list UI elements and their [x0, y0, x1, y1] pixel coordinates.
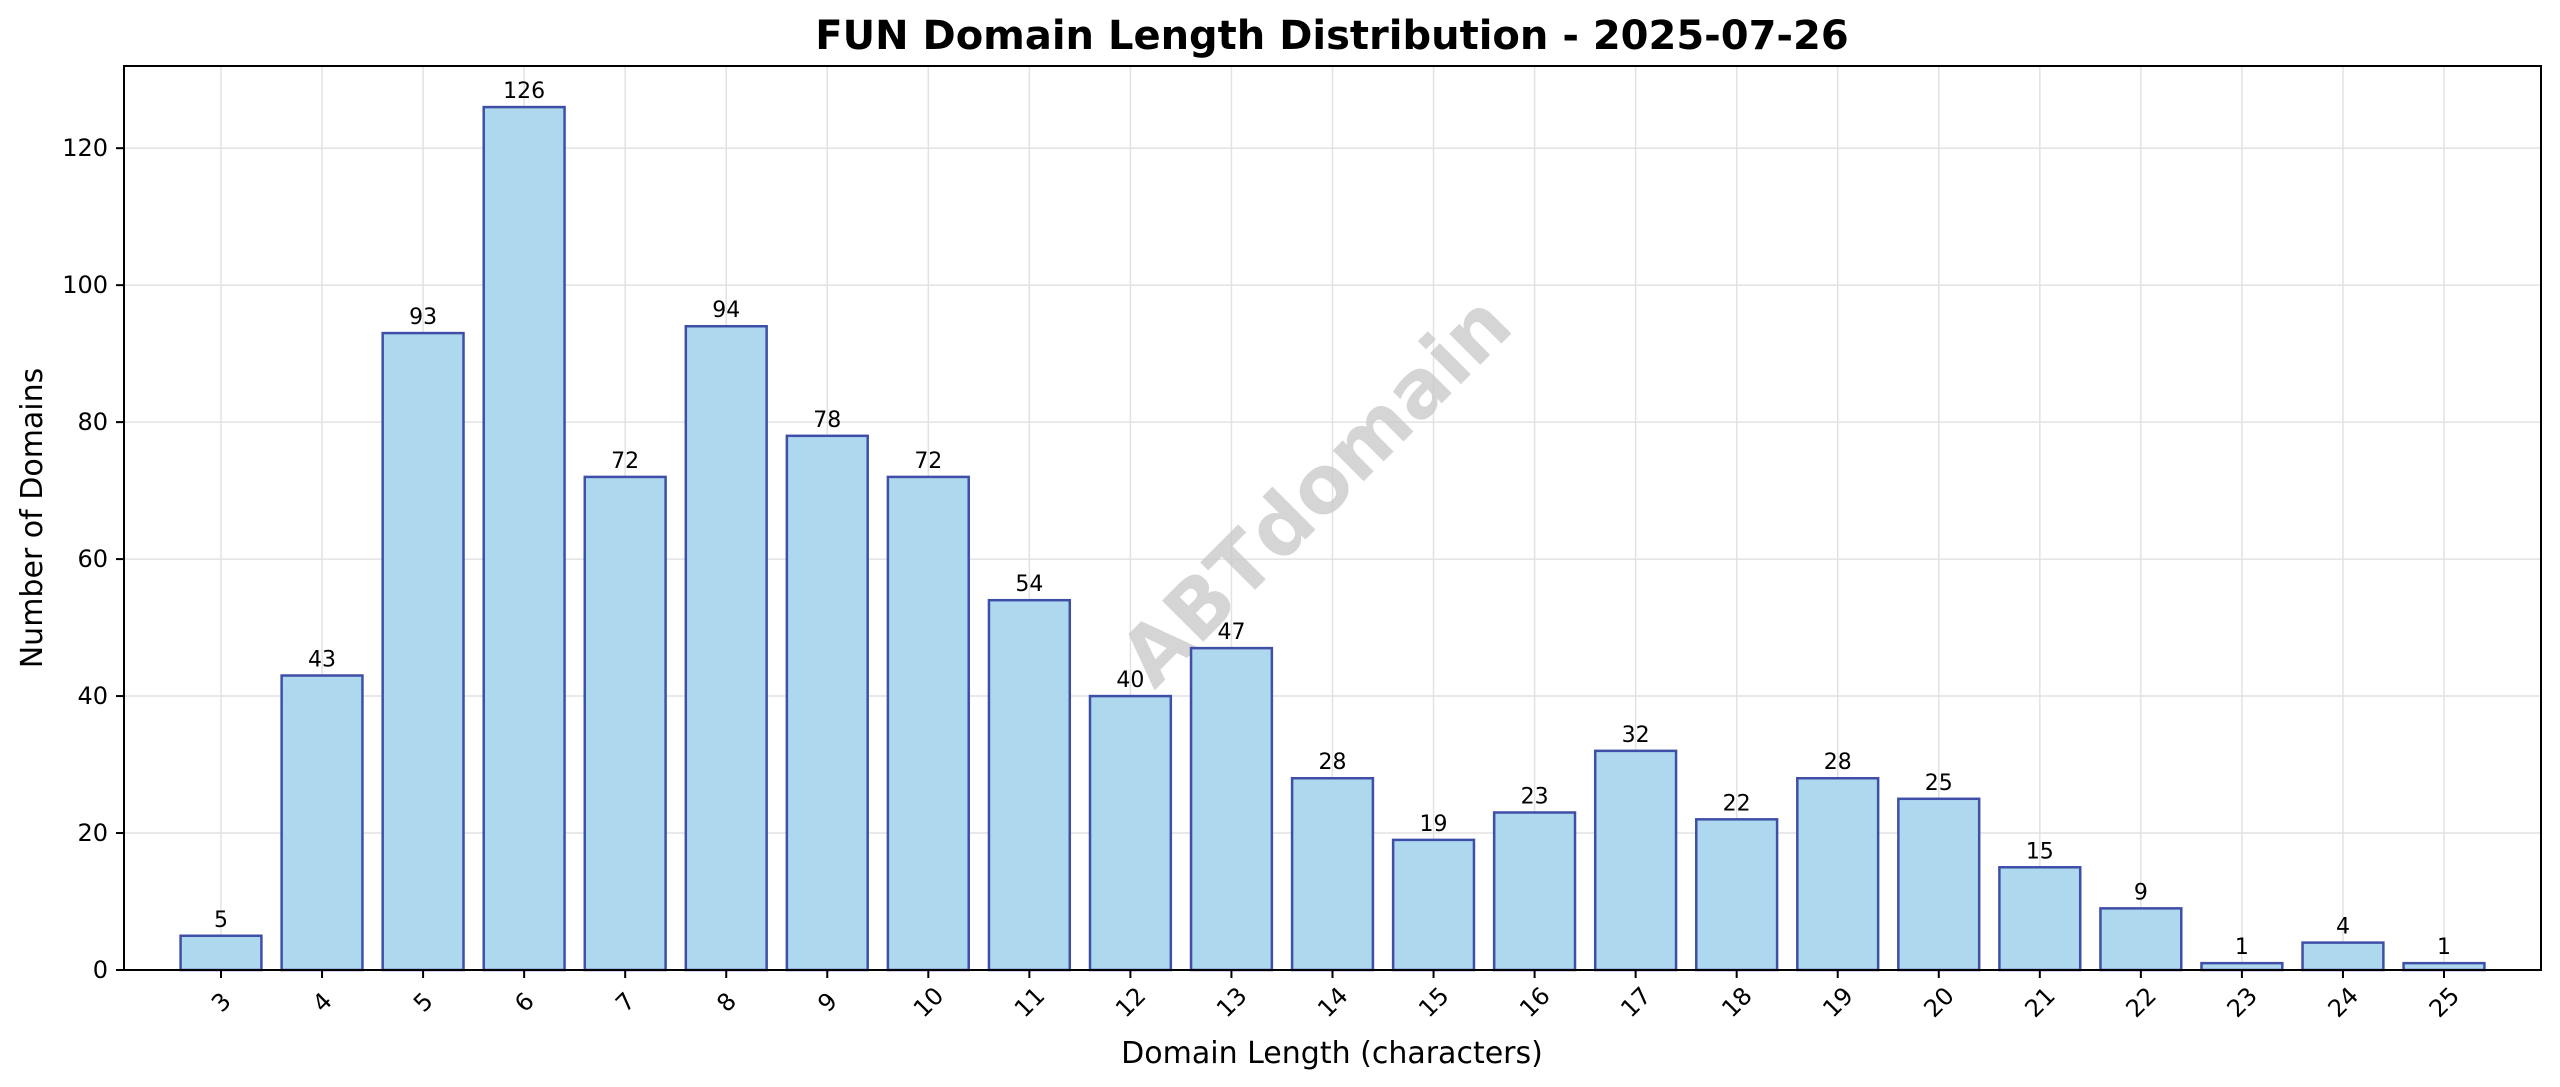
- bar-6: [482, 105, 566, 972]
- data-label-17: 32: [1622, 723, 1650, 748]
- x-axis: 3 4 5 6 7 8 9 10 11 12 13 14 15 16 17 18 19 20 21 22 23 24 25: [206, 970, 2465, 1023]
- x-tick-label: 8: [711, 987, 742, 1018]
- data-label-10: 72: [914, 449, 942, 474]
- bar-10: [886, 475, 970, 972]
- data-label-25: 1: [2437, 935, 2451, 960]
- bar-15: [1391, 838, 1476, 972]
- data-label-7: 72: [611, 449, 639, 474]
- bar-24: [2301, 941, 2385, 972]
- x-tick-label: 9: [812, 987, 843, 1018]
- x-tick-label: 7: [610, 987, 641, 1018]
- bar-19: [1796, 776, 1880, 972]
- y-tick-label: 0: [93, 956, 108, 984]
- bar-25: [2402, 961, 2486, 972]
- bars: [179, 105, 2486, 972]
- bar-20: [1897, 797, 1981, 972]
- bar-14: [1290, 776, 1375, 972]
- data-label-24: 4: [2336, 915, 2350, 940]
- data-label-18: 22: [1723, 791, 1751, 816]
- x-tick-label: 21: [2019, 982, 2060, 1023]
- bar-3: [179, 934, 263, 972]
- data-label-21: 15: [2026, 839, 2054, 864]
- bar-17: [1593, 749, 1678, 972]
- x-tick-label: 11: [1009, 982, 1050, 1023]
- y-tick-label: 20: [77, 819, 108, 847]
- data-label-23: 1: [2235, 935, 2249, 960]
- x-tick-label: 19: [1817, 982, 1858, 1023]
- data-label-22: 9: [2134, 880, 2148, 905]
- data-label-6: 126: [503, 79, 545, 104]
- data-label-9: 78: [813, 408, 841, 433]
- x-tick-label: 12: [1110, 982, 1151, 1023]
- x-tick-label: 5: [408, 987, 439, 1018]
- x-tick-label: 24: [2323, 982, 2364, 1023]
- bar-22: [2099, 907, 2183, 972]
- y-tick-label: 40: [77, 682, 108, 710]
- bar-18: [1695, 818, 1779, 972]
- chart-title: FUN Domain Length Distribution - 2025-07…: [815, 13, 1848, 59]
- x-tick-label: 25: [2424, 982, 2465, 1023]
- data-label-4: 43: [308, 648, 336, 673]
- y-tick-label: 60: [77, 545, 108, 573]
- bar-7: [583, 475, 667, 972]
- bar-9: [785, 434, 869, 972]
- x-axis-label: Domain Length (characters): [1121, 1036, 1543, 1071]
- x-tick-label: 23: [2222, 982, 2263, 1023]
- bar-16: [1492, 811, 1577, 972]
- data-label-5: 93: [409, 305, 437, 330]
- watermark-text: ABTdomain: [1102, 277, 1529, 704]
- data-label-13: 47: [1217, 620, 1245, 645]
- bar-13: [1189, 646, 1274, 972]
- y-tick-label: 100: [62, 271, 108, 299]
- x-tick-label: 10: [908, 982, 949, 1023]
- data-label-19: 28: [1824, 750, 1852, 775]
- data-label-14: 28: [1319, 750, 1347, 775]
- x-tick-label: 13: [1211, 982, 1252, 1023]
- y-tick-label: 80: [77, 408, 108, 436]
- watermark: ABTdomain: [1102, 277, 1529, 704]
- data-label-12: 40: [1116, 668, 1144, 693]
- data-label-16: 23: [1521, 784, 1549, 809]
- data-label-11: 54: [1015, 572, 1043, 597]
- data-label-8: 94: [712, 298, 740, 323]
- bar-21: [1998, 866, 2082, 972]
- y-tick-label: 120: [62, 134, 108, 162]
- y-axis: 0 20 40 60 80 100 120: [62, 134, 124, 984]
- x-tick-label: 18: [1716, 982, 1757, 1023]
- data-label-15: 19: [1420, 812, 1448, 837]
- bar-11: [987, 598, 1072, 972]
- bar-8: [684, 324, 768, 972]
- data-label-20: 25: [1925, 771, 1953, 796]
- x-tick-label: 14: [1312, 982, 1353, 1023]
- x-tick-label: 3: [206, 987, 237, 1018]
- bar-12: [1088, 694, 1173, 972]
- x-tick-label: 6: [509, 987, 540, 1018]
- bar-23: [2200, 961, 2284, 972]
- x-tick-label: 22: [2121, 982, 2162, 1023]
- x-tick-label: 20: [1918, 982, 1959, 1023]
- y-axis-label: Number of Domains: [15, 368, 50, 669]
- bar-4: [280, 674, 364, 972]
- bar-5: [381, 331, 465, 972]
- x-tick-label: 4: [307, 987, 338, 1018]
- x-tick-label: 15: [1413, 982, 1454, 1023]
- x-tick-label: 16: [1514, 982, 1555, 1023]
- data-label-3: 5: [214, 908, 228, 933]
- data-labels: 5 43 93 126 72 94 78 72 54 40 47 28 19 23 32 22 28 25 15 9 1…: [214, 79, 2451, 960]
- x-tick-label: 17: [1615, 982, 1656, 1023]
